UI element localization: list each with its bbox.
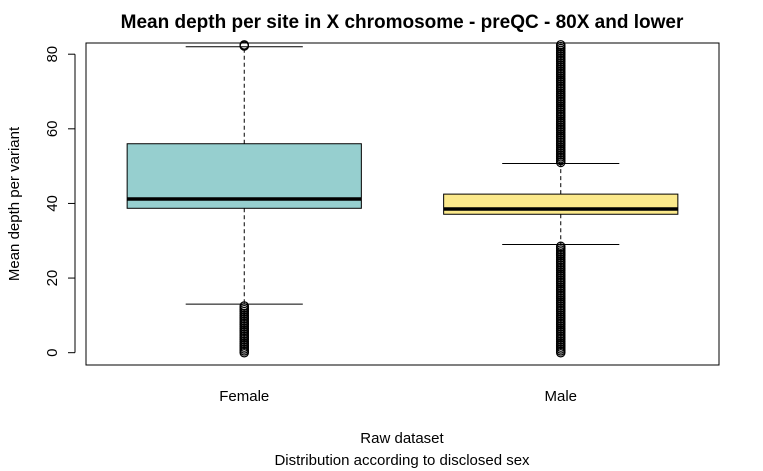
outlier-point [239,301,250,311]
plot-frame [85,42,720,366]
box-body [443,193,679,215]
y-tick-label: 20 [44,270,61,287]
x-tick-label: Male [544,388,577,405]
boxes-layer [126,40,679,358]
y-tick-label: 60 [44,120,61,137]
outlier-point [555,40,566,50]
y-tick-label: 0 [44,349,61,357]
outlier-point [555,241,566,252]
box-female [126,40,362,358]
box-male [443,40,679,358]
y-axis: 0 20 40 60 80 [44,46,76,357]
x-tick-label: Female [219,388,269,405]
y-tick-label: 80 [44,46,61,63]
x-axis-label: Raw dataset [360,430,444,447]
y-axis-label: Mean depth per variant [6,126,23,281]
y-tick-label: 40 [44,195,61,212]
x-axis: Female Male [219,388,577,405]
chart-title: Mean depth per site in X chromosome - pr… [121,12,684,33]
outlier-point [239,40,250,50]
x-axis-sublabel: Distribution according to disclosed sex [274,452,530,469]
